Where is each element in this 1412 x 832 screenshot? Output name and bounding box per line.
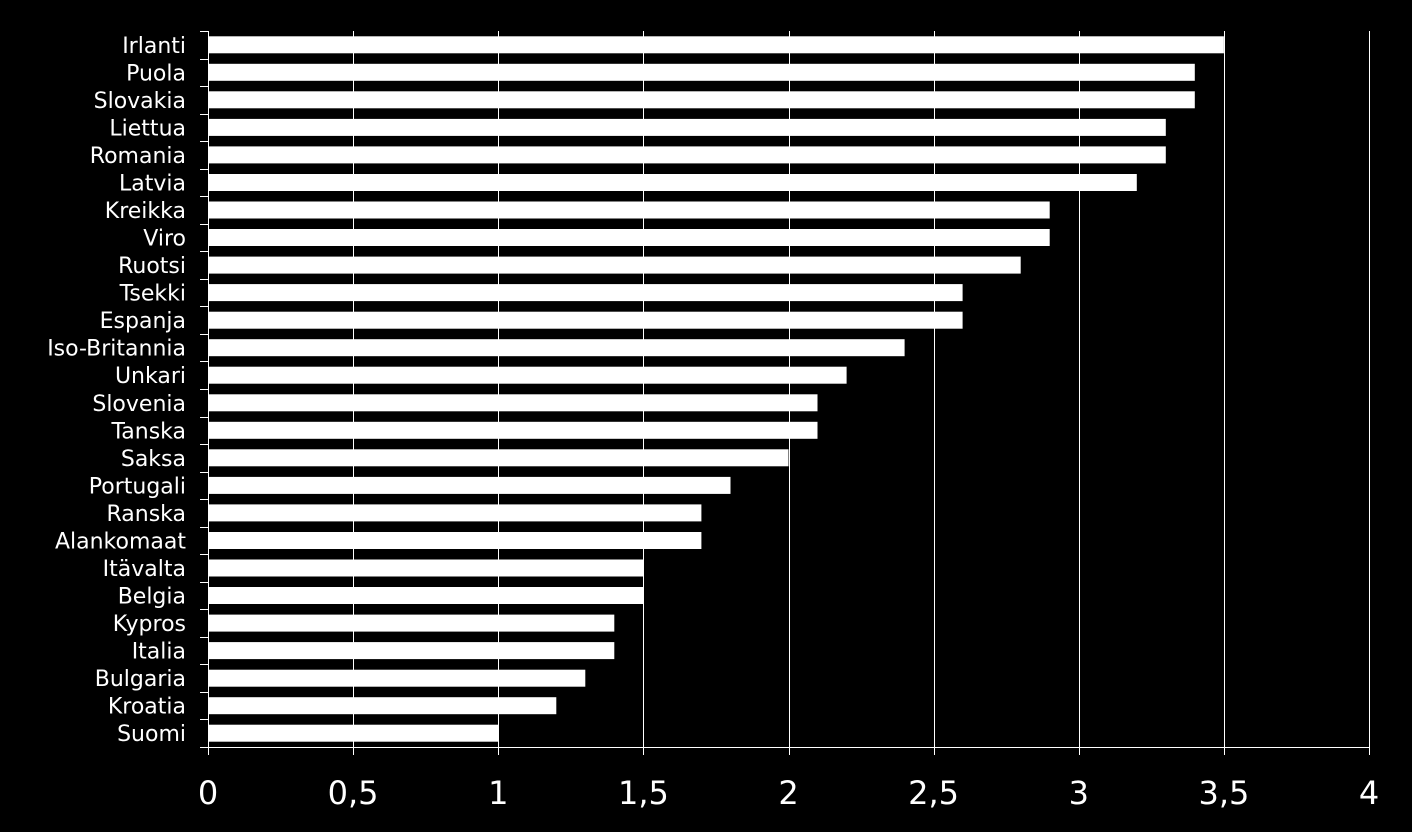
bar-14 xyxy=(208,394,818,412)
bar-20 xyxy=(208,559,644,577)
x-tick-label-7: 3,5 xyxy=(1198,774,1249,812)
category-label-20: Itävalta xyxy=(103,557,186,582)
bar-24 xyxy=(208,669,586,687)
x-tick-label-1: 0,5 xyxy=(328,774,379,812)
category-label-17: Portugali xyxy=(89,474,186,499)
category-label-24: Bulgaria xyxy=(95,667,186,692)
category-label-2: Puola xyxy=(126,61,186,86)
bar-7 xyxy=(208,201,1050,219)
category-label-12: Iso-Britannia xyxy=(47,337,186,362)
bar-15 xyxy=(208,421,818,439)
category-label-4: Liettua xyxy=(109,116,186,141)
x-tick-label-3: 1,5 xyxy=(618,774,669,812)
bar-5 xyxy=(208,146,1166,164)
x-tick-label-0: 0 xyxy=(198,774,218,812)
bar-11 xyxy=(208,311,963,329)
x-tick-label-5: 2,5 xyxy=(908,774,959,812)
category-label-14: Slovenia xyxy=(92,392,186,417)
bar-26 xyxy=(208,724,499,742)
category-label-3: Slovakia xyxy=(94,89,186,114)
category-label-6: Latvia xyxy=(119,172,186,197)
category-label-8: Viro xyxy=(143,227,186,252)
category-label-7: Kreikka xyxy=(105,199,186,224)
bar-19 xyxy=(208,532,702,549)
x-tick-label-2: 1 xyxy=(488,774,508,812)
bar-21 xyxy=(208,587,644,604)
bar-23 xyxy=(208,642,615,660)
category-label-11: Espanja xyxy=(100,309,186,334)
bar-1 xyxy=(208,36,1224,54)
x-tick-label-4: 2 xyxy=(778,774,798,812)
category-label-19: Alankomaat xyxy=(55,530,186,555)
bar-4 xyxy=(208,118,1166,136)
category-label-21: Belgia xyxy=(118,585,186,610)
bar-10 xyxy=(208,284,963,302)
x-tick-label-6: 3 xyxy=(1069,774,1089,812)
bar-18 xyxy=(208,504,702,522)
category-label-22: Kypros xyxy=(113,612,186,637)
bar-6 xyxy=(208,174,1137,191)
bar-17 xyxy=(208,476,731,494)
bar-8 xyxy=(208,229,1050,246)
bar-25 xyxy=(208,697,557,715)
category-label-23: Italia xyxy=(132,640,186,665)
category-label-5: Romania xyxy=(90,144,186,169)
category-label-16: Saksa xyxy=(121,447,186,472)
bar-2 xyxy=(208,63,1195,81)
category-label-13: Unkari xyxy=(115,364,186,389)
category-label-18: Ranska xyxy=(106,502,186,527)
category-label-15: Tanska xyxy=(110,419,186,444)
bar-12 xyxy=(208,339,905,357)
bar-22 xyxy=(208,614,615,632)
bar-3 xyxy=(208,91,1195,109)
x-tick-label-8: 4 xyxy=(1359,774,1379,812)
bar-9 xyxy=(208,256,1021,274)
category-label-25: Kroatia xyxy=(108,695,186,720)
category-label-1: Irlanti xyxy=(122,34,186,59)
category-label-9: Ruotsi xyxy=(118,254,186,279)
bar-13 xyxy=(208,366,847,384)
category-label-10: Tsekki xyxy=(119,282,186,307)
category-label-26: Suomi xyxy=(117,722,186,747)
bar-16 xyxy=(208,449,789,467)
